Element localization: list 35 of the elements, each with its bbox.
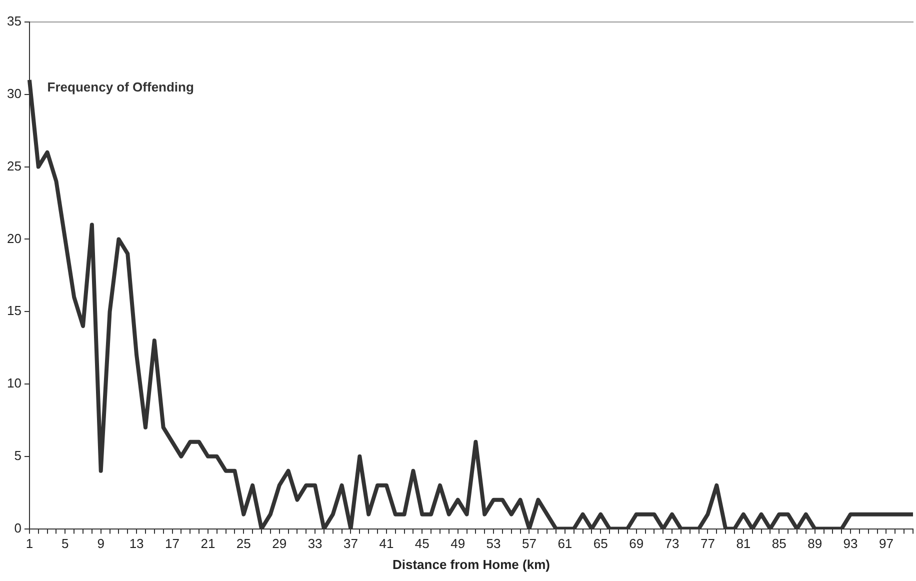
x-tick-label: 41 [379,536,394,552]
x-tick-label: 45 [414,536,430,552]
x-tick-label: 93 [843,536,858,552]
y-tick-label: 25 [6,158,22,174]
y-tick-label: 10 [6,376,22,391]
x-tick-label: 29 [272,536,287,552]
y-tick-label: 35 [6,14,22,29]
y-tick-label: 0 [14,520,22,536]
x-tick-label: 77 [700,536,715,552]
x-tick-label: 33 [308,536,322,552]
x-tick-label: 13 [129,536,144,552]
x-tick-label: 1 [26,536,34,552]
y-tick-label: 5 [14,448,22,463]
x-tick-label: 85 [772,536,786,552]
x-tick-label: 61 [558,536,572,552]
x-tick-label: 73 [664,536,680,552]
x-tick-label: 17 [165,536,180,552]
x-tick-label: 57 [522,536,536,552]
x-axis-title: Distance from Home (km) [392,556,550,572]
x-tick-label: 81 [736,536,751,552]
x-tick-label: 53 [486,536,501,552]
y-tick-label: 20 [6,230,22,246]
series-label: Frequency of Offending [47,80,194,94]
x-tick-label: 5 [62,536,69,552]
x-tick-label: 69 [629,536,644,552]
x-tick-label: 9 [97,536,104,552]
x-tick-label: 89 [808,536,822,552]
x-tick-label: 25 [236,536,251,552]
x-tick-label: 37 [344,536,358,552]
y-tick-label: 30 [6,86,22,101]
x-tick-label: 65 [593,536,608,552]
y-tick-label: 15 [6,303,22,318]
x-tick-label: 49 [450,536,466,552]
x-tick-label: 21 [200,536,216,552]
x-tick-label: 97 [878,536,894,552]
